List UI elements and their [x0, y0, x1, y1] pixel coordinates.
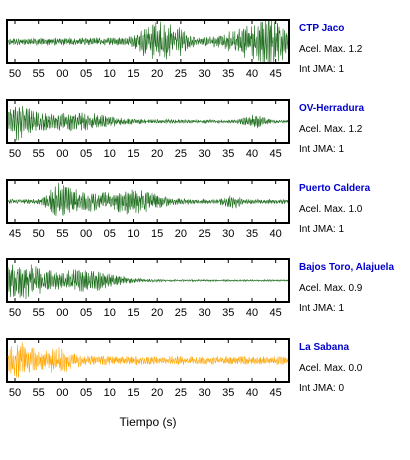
- tick-label: 00: [56, 148, 68, 160]
- tick-label: 00: [56, 307, 68, 319]
- tick-label: 05: [80, 307, 92, 319]
- waveform-line: [7, 20, 289, 63]
- tick-label: 55: [56, 228, 68, 240]
- tick-label: 05: [80, 68, 92, 80]
- tick-label: 30: [198, 68, 210, 80]
- tick-label: 25: [175, 68, 187, 80]
- tick-label: 15: [127, 307, 139, 319]
- tick-label: 35: [246, 228, 258, 240]
- tick-label: 15: [127, 148, 139, 160]
- tick-label: 20: [151, 68, 163, 80]
- tick-label: 10: [104, 307, 116, 319]
- tick-label: 45: [270, 307, 282, 319]
- tick-label: 35: [222, 68, 234, 80]
- tick-label: 25: [175, 307, 187, 319]
- tick-label: 05: [80, 387, 92, 399]
- tick-label: 45: [270, 387, 282, 399]
- tick-label: 15: [127, 68, 139, 80]
- tick-label: 45: [270, 68, 282, 80]
- waveform-line: [7, 182, 289, 217]
- tick-label: 35: [222, 387, 234, 399]
- tick-label: 30: [198, 387, 210, 399]
- tick-label: 55: [33, 307, 45, 319]
- tick-label: 40: [246, 387, 258, 399]
- tick-label: 40: [270, 228, 282, 240]
- accel-max-text: Acel. Max. 0.9: [299, 283, 363, 294]
- tick-label: 55: [33, 68, 45, 80]
- accel-max-text: Acel. Max. 0.0: [299, 363, 363, 374]
- tick-label: 45: [270, 148, 282, 160]
- accel-max-text: Acel. Max. 1.0: [299, 204, 363, 215]
- station-name: OV-Herradura: [299, 103, 364, 114]
- tick-label: 25: [175, 387, 187, 399]
- tick-label: 00: [56, 68, 68, 80]
- jma-intensity-text: Int JMA: 1: [299, 224, 344, 235]
- tick-label: 50: [9, 307, 21, 319]
- station-name: Bajos Toro, Alajuela: [299, 262, 394, 273]
- tick-label: 10: [104, 387, 116, 399]
- tick-label: 30: [222, 228, 234, 240]
- accel-max-text: Acel. Max. 1.2: [299, 44, 363, 55]
- tick-label: 00: [56, 387, 68, 399]
- station-name: La Sabana: [299, 342, 349, 353]
- tick-label: 50: [9, 148, 21, 160]
- tick-label: 35: [222, 307, 234, 319]
- tick-label: 25: [175, 148, 187, 160]
- jma-intensity-text: Int JMA: 1: [299, 64, 344, 75]
- tick-label: 05: [104, 228, 116, 240]
- tick-label: 30: [198, 307, 210, 319]
- waveform-line: [7, 342, 289, 378]
- tick-label: 20: [151, 387, 163, 399]
- tick-label: 10: [104, 68, 116, 80]
- tick-label: 20: [151, 307, 163, 319]
- tick-label: 15: [127, 387, 139, 399]
- tick-label: 05: [80, 148, 92, 160]
- accel-max-text: Acel. Max. 1.2: [299, 124, 363, 135]
- jma-intensity-text: Int JMA: 1: [299, 144, 344, 155]
- tick-label: 30: [198, 148, 210, 160]
- tick-label: 40: [246, 307, 258, 319]
- tick-label: 35: [222, 148, 234, 160]
- tick-label: 50: [9, 387, 21, 399]
- station-name: CTP Jaco: [299, 23, 344, 34]
- tick-label: 25: [198, 228, 210, 240]
- jma-intensity-text: Int JMA: 1: [299, 303, 344, 314]
- x-axis-title: Tiempo (s): [120, 415, 177, 429]
- tick-label: 10: [104, 148, 116, 160]
- station-name: Puerto Caldera: [299, 183, 371, 194]
- tick-label: 40: [246, 68, 258, 80]
- panels-group: 50 55 00 05 10 15 20 25 30 35 40 45 CTP Jaco Acel. Ma…: [6, 19, 394, 399]
- tick-label: 15: [151, 228, 163, 240]
- tick-label: 20: [175, 228, 187, 240]
- tick-label: 50: [33, 228, 45, 240]
- waveform-line: [7, 105, 288, 141]
- tick-label: 50: [9, 68, 21, 80]
- tick-label: 55: [33, 148, 45, 160]
- tick-label: 55: [33, 387, 45, 399]
- tick-label: 40: [246, 148, 258, 160]
- tick-label: 00: [80, 228, 92, 240]
- tick-label: 10: [127, 228, 139, 240]
- tick-label: 20: [151, 148, 163, 160]
- tick-label: 45: [9, 228, 21, 240]
- jma-intensity-text: Int JMA: 0: [299, 383, 344, 394]
- waveform-line: [7, 264, 289, 300]
